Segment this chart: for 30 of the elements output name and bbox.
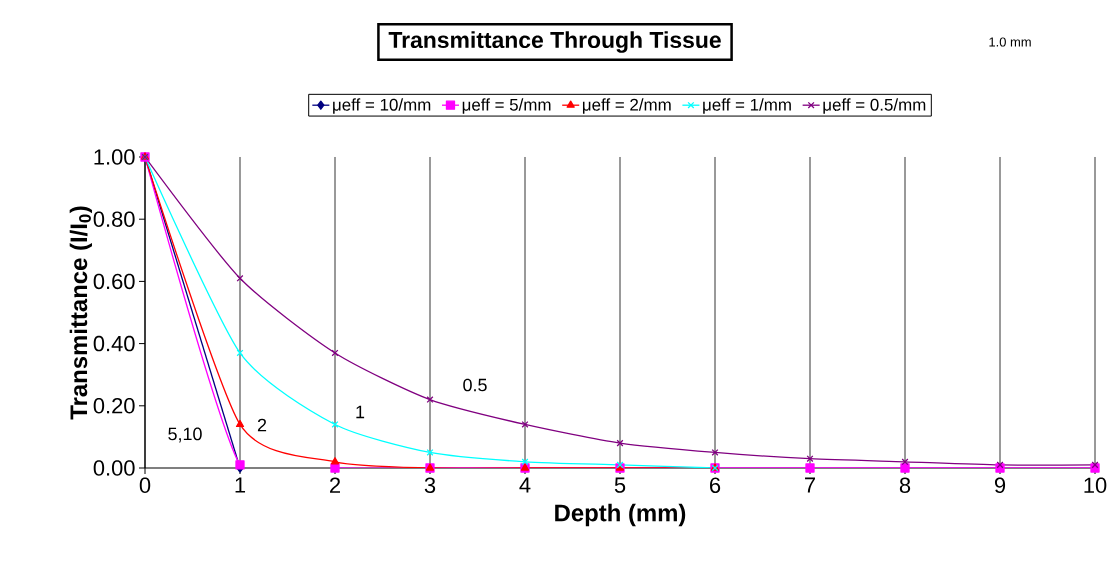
annotation: 0.5 (463, 378, 487, 392)
x-tick-label: 10 (1084, 477, 1107, 494)
legend-label: μeff = 10/mm (333, 98, 431, 114)
annotation: 5,10 (168, 427, 202, 443)
legend-label: μeff = 2/mm (582, 98, 671, 114)
legend-label: μeff = 1/mm (703, 98, 791, 114)
legend-label: μeff = 0.5/mm (823, 98, 926, 114)
y-axis-title: Transmittance (I/I$_{0}$) (69, 206, 92, 420)
y-tick-label: 0.60 (93, 273, 135, 290)
x-tick-label: 8 (899, 477, 911, 494)
chart-title: Transmittance Through Tissue (388, 31, 721, 53)
annotation: 2 (257, 418, 267, 432)
x-tick-label: 3 (424, 477, 436, 494)
y-tick-label: 0.20 (93, 398, 135, 414)
x-tick-label: 5 (614, 477, 626, 493)
x-tick-label: 1 (235, 477, 246, 493)
x-tick-label: 4 (519, 477, 531, 493)
annotation: 1 (356, 405, 365, 419)
x-tick-label: 9 (994, 477, 1006, 494)
y-tick-label: 0.80 (93, 211, 135, 227)
x-tick-label: 2 (330, 477, 340, 493)
x-axis-title: Depth (mm) (555, 503, 686, 527)
x-tick-label: 7 (805, 477, 816, 493)
y-tick-label: 1.00 (94, 149, 135, 165)
y-tick-label: 0.00 (93, 460, 135, 476)
x-tick-label: 6 (710, 477, 721, 494)
y-tick-label: 0.40 (93, 335, 135, 352)
legend-label: μeff = 5/mm (462, 98, 551, 114)
text: 1.0 mm (989, 37, 1031, 47)
x-tick-label: 0 (139, 477, 151, 494)
